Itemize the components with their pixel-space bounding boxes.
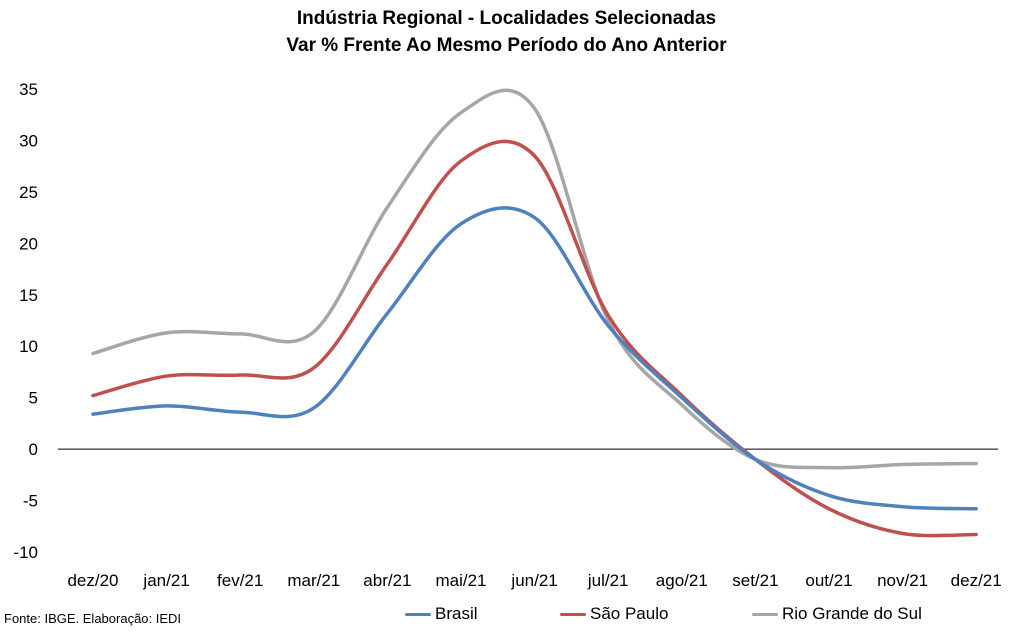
legend-label-rio-grande-do-sul: Rio Grande do Sul xyxy=(782,604,922,623)
x-tick-label: dez/21 xyxy=(951,571,1002,590)
x-tick-label: jan/21 xyxy=(142,571,189,590)
x-tick-label: jul/21 xyxy=(587,571,629,590)
x-tick-label: set/21 xyxy=(732,571,778,590)
legend-item-brasil: Brasil xyxy=(405,602,478,626)
y-tick-label: 25 xyxy=(19,183,38,202)
legend-item-sao-paulo: São Paulo xyxy=(560,602,668,626)
legend-item-rio-grande-do-sul: Rio Grande do Sul xyxy=(752,602,922,626)
series-line-rio-grande-do-sul xyxy=(91,88,978,470)
y-tick-label: 35 xyxy=(19,80,38,99)
x-tick-label: jun/21 xyxy=(510,571,557,590)
y-tick-label: 15 xyxy=(19,286,38,305)
series-line-brasil xyxy=(91,206,978,511)
y-tick-label: 0 xyxy=(29,440,38,459)
y-tick-label: 20 xyxy=(19,234,38,253)
x-tick-label: nov/21 xyxy=(877,571,928,590)
series-line-sao-paulo xyxy=(91,139,978,538)
y-tick-label: 5 xyxy=(29,389,38,408)
y-tick-label: 30 xyxy=(19,131,38,150)
legend-swatch-rio-grande-do-sul xyxy=(752,612,778,616)
legend-swatch-sao-paulo xyxy=(560,612,586,616)
x-tick-label: out/21 xyxy=(805,571,852,590)
chart-subtitle: Var % Frente Ao Mesmo Período do Ano Ant… xyxy=(286,35,727,56)
source-note: Fonte: IBGE. Elaboração: IEDI xyxy=(4,611,182,626)
y-tick-label: -10 xyxy=(13,543,38,562)
chart-title: Indústria Regional - Localidades Selecio… xyxy=(296,8,717,29)
y-tick-label: 10 xyxy=(19,337,38,356)
legend-swatch-brasil xyxy=(405,612,431,616)
x-tick-label: mai/21 xyxy=(435,571,486,590)
x-tick-label: abr/21 xyxy=(363,571,411,590)
legend-label-brasil: Brasil xyxy=(435,604,478,623)
x-tick-label: ago/21 xyxy=(656,571,708,590)
y-tick-label: -5 xyxy=(23,492,38,511)
legend-label-sao-paulo: São Paulo xyxy=(590,604,669,623)
x-tick-label: fev/21 xyxy=(217,571,263,590)
x-tick-label: dez/20 xyxy=(67,571,118,590)
x-tick-label: mar/21 xyxy=(287,571,340,590)
